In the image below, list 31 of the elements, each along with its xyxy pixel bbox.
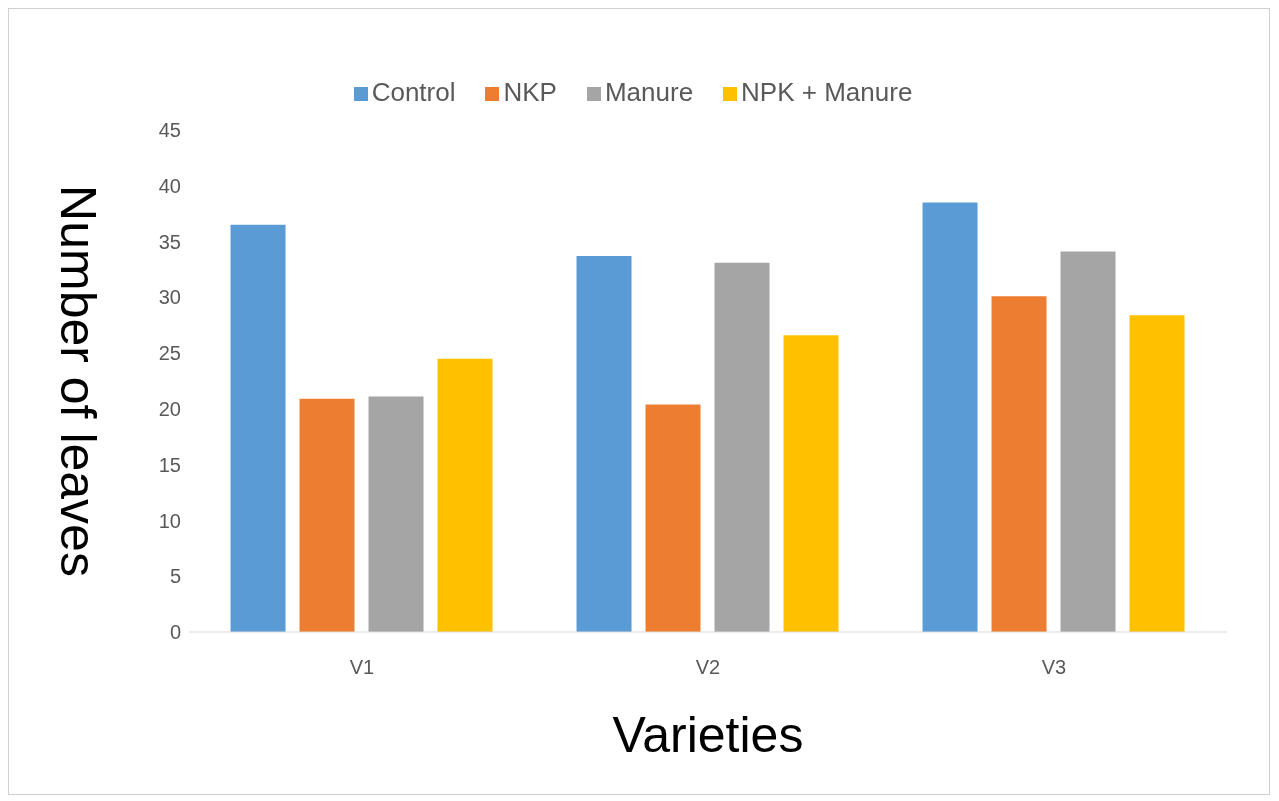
bar: [368, 396, 424, 632]
y-tick-label: 15: [158, 453, 181, 476]
x-tick-label: V3: [1041, 656, 1067, 679]
bar: [783, 335, 839, 632]
bar: [299, 398, 355, 632]
legend-label: Control: [371, 77, 456, 107]
y-axis-title: Number of leaves: [50, 185, 107, 577]
legend-label: NPK + Manure: [741, 77, 913, 107]
bar: [922, 202, 978, 632]
y-tick-label: 0: [169, 621, 181, 644]
bar: [1060, 251, 1116, 632]
bar: [991, 296, 1047, 632]
y-tick-label: 20: [158, 397, 181, 420]
bar: [645, 404, 701, 632]
x-tick-label: V2: [695, 656, 721, 679]
y-tick-label: 5: [169, 565, 181, 588]
legend-label: NKP: [503, 77, 557, 107]
y-tick-label: 30: [158, 286, 181, 309]
bar: [1129, 315, 1185, 632]
y-tick-label: 40: [158, 174, 181, 197]
bar: [230, 224, 286, 632]
bar: [437, 358, 493, 632]
x-tick-label: V1: [349, 656, 375, 679]
y-tick-label: 45: [158, 119, 181, 142]
y-tick-label: 35: [158, 230, 181, 253]
legend-label: Manure: [604, 77, 694, 107]
y-tick-label: 25: [158, 342, 181, 365]
bar: [576, 256, 632, 632]
x-axis-title: Varieties: [612, 707, 804, 763]
y-tick-label: 10: [158, 509, 181, 532]
bar: [714, 262, 770, 632]
